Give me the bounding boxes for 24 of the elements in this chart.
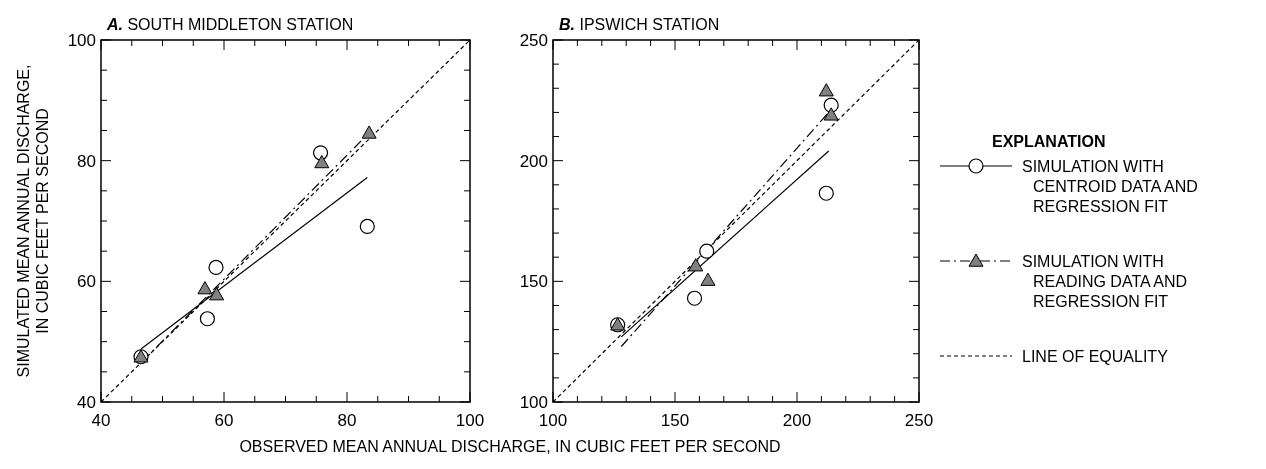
- y-tick-label: 100: [67, 31, 96, 50]
- x-tick-label: 100: [538, 411, 568, 430]
- chart-title: B. IPSWICH STATION: [559, 16, 720, 33]
- x-axis-title: OBSERVED MEAN ANNUAL DISCHARGE, IN CUBIC FEET PER SECOND: [239, 438, 781, 455]
- x-tick-label: 150: [660, 411, 690, 430]
- x-tick-label: 250: [904, 411, 934, 430]
- legend-label: SIMULATION WITH CENTROID DATA AND REGRESSION FIT: [1022, 158, 1198, 215]
- x-tick-label: 80: [337, 411, 357, 430]
- x-tick-label: 60: [214, 411, 234, 430]
- legend-label: SIMULATION WITH READING DATA AND REGRESSION FIT: [1022, 253, 1188, 310]
- y-tick-label: 200: [519, 151, 548, 171]
- y-tick-label: 250: [519, 31, 548, 50]
- chart-title: A. SOUTH MIDDLETON STATION: [106, 16, 354, 33]
- y-tick-label: 40: [77, 393, 96, 412]
- x-tick-label: 200: [782, 411, 812, 430]
- legend-label: LINE OF EQUALITY: [1022, 348, 1169, 365]
- y-tick-label: 80: [77, 151, 96, 171]
- y-tick-label: 150: [519, 272, 548, 292]
- x-tick-label: 100: [455, 411, 485, 430]
- y-tick-label: 100: [519, 393, 548, 412]
- y-axis-title: SIMULATED MEAN ANNUAL DISCHARGE, IN CUBIC FEET PER SECOND: [15, 64, 51, 378]
- x-tick-label: 40: [91, 411, 111, 430]
- y-tick-label: 60: [77, 272, 96, 292]
- legend-title: EXPLANATION: [992, 133, 1106, 150]
